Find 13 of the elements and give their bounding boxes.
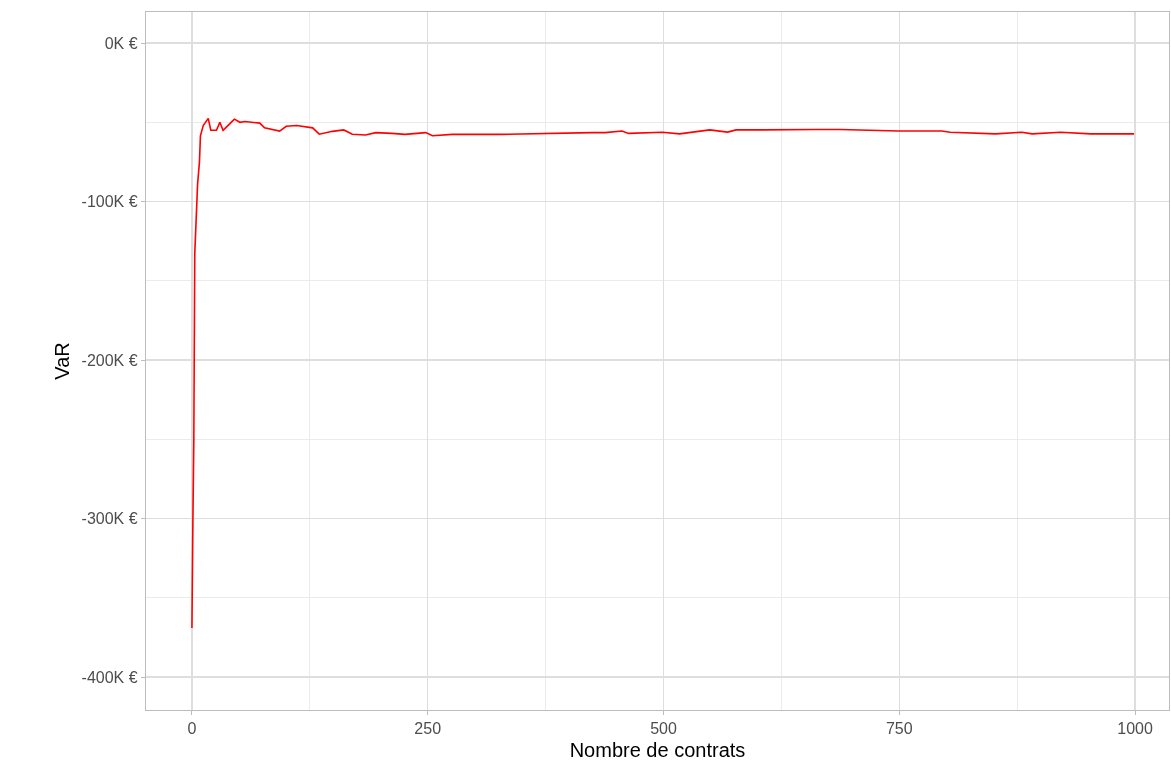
x-tick-label: 250 <box>414 720 442 738</box>
y-tick-label: 0K € <box>104 34 138 52</box>
y-axis-title: VaR <box>51 342 74 380</box>
x-tick-label: 500 <box>650 720 677 738</box>
y-tick-label: -200K € <box>81 351 138 369</box>
x-axis-title: Nombre de contrats <box>569 738 746 761</box>
x-tick-label: 750 <box>885 720 913 738</box>
x-tick-label: 0 <box>187 720 197 738</box>
line-series <box>191 117 1135 629</box>
x-tick-label: 1000 <box>1117 720 1153 738</box>
y-tick-label: -300K € <box>81 510 138 528</box>
y-tick-label: -100K € <box>81 193 138 211</box>
y-tick-label: -400K € <box>81 668 138 686</box>
